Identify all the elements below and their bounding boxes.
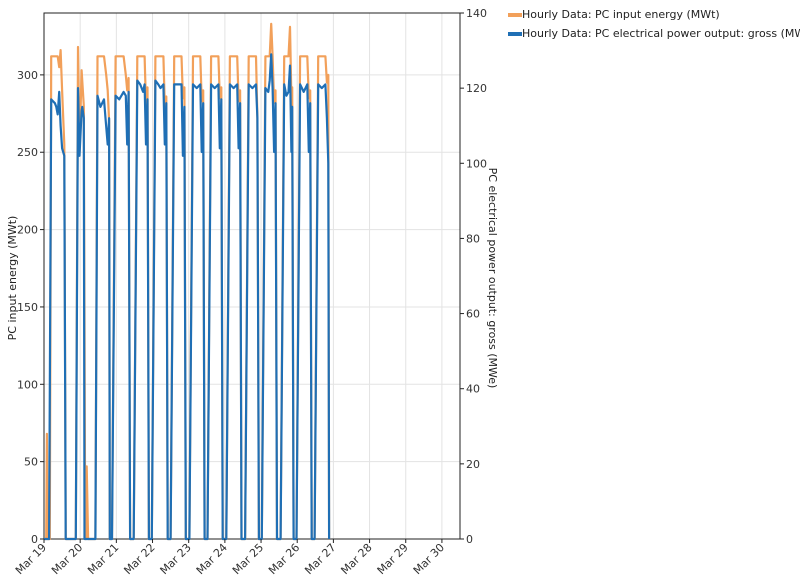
y-right-tick-label: 60 bbox=[466, 308, 480, 321]
x-tick-label: Mar 30 bbox=[411, 541, 447, 577]
x-tick-label: Mar 29 bbox=[375, 541, 411, 577]
y-right-tick-label: 100 bbox=[466, 157, 487, 170]
y-left-tick-label: 100 bbox=[17, 378, 38, 391]
legend-item-input-energy[interactable]: Hourly Data: PC input energy (MWt) bbox=[508, 8, 720, 21]
legend-label-input-energy: Hourly Data: PC input energy (MWt) bbox=[522, 8, 720, 21]
y-left-tick-label: 50 bbox=[24, 456, 38, 469]
x-tick-label: Mar 25 bbox=[230, 541, 266, 577]
x-tick-label: Mar 27 bbox=[302, 541, 338, 577]
y-right-tick-label: 120 bbox=[466, 82, 487, 95]
y-right-tick-label: 20 bbox=[466, 458, 480, 471]
x-tick-label: Mar 23 bbox=[158, 541, 194, 577]
y-left-tick-label: 150 bbox=[17, 301, 38, 314]
y-right-axis-title: PC electrical power output: gross (MWe) bbox=[486, 168, 499, 389]
plot-area bbox=[43, 12, 461, 540]
series-layer bbox=[44, 22, 331, 541]
x-tick-label: Mar 26 bbox=[266, 541, 302, 577]
legend-label-power-output: Hourly Data: PC electrical power output:… bbox=[522, 27, 800, 40]
y-left-axis-title: PC input energy (MWt) bbox=[6, 216, 19, 341]
y-right-tick-label: 80 bbox=[466, 232, 480, 245]
legend-swatch-power-output bbox=[508, 32, 522, 36]
y-left-tick-label: 200 bbox=[17, 224, 38, 237]
legend-swatch-input-energy bbox=[508, 13, 522, 17]
x-tick-label: Mar 22 bbox=[121, 541, 157, 577]
y-left-tick-label: 300 bbox=[17, 69, 38, 82]
y-left-tick-label: 250 bbox=[17, 146, 38, 159]
x-tick-label: Mar 21 bbox=[85, 541, 121, 577]
x-tick-label: Mar 19 bbox=[13, 541, 49, 577]
x-tick-label: Mar 20 bbox=[49, 541, 85, 577]
y-left-tick-label: 0 bbox=[31, 533, 38, 546]
x-tick-label: Mar 28 bbox=[338, 541, 374, 577]
chart-grid bbox=[43, 13, 460, 540]
legend: Hourly Data: PC input energy (MWt) Hourl… bbox=[508, 8, 800, 40]
series-line-power-output[interactable] bbox=[44, 53, 331, 541]
y-right-tick-label: 40 bbox=[466, 383, 480, 396]
y-right-tick-label: 140 bbox=[466, 7, 487, 20]
x-tick-label: Mar 24 bbox=[194, 541, 230, 577]
legend-item-power-output[interactable]: Hourly Data: PC electrical power output:… bbox=[508, 27, 800, 40]
y-right-tick-label: 0 bbox=[466, 533, 473, 546]
